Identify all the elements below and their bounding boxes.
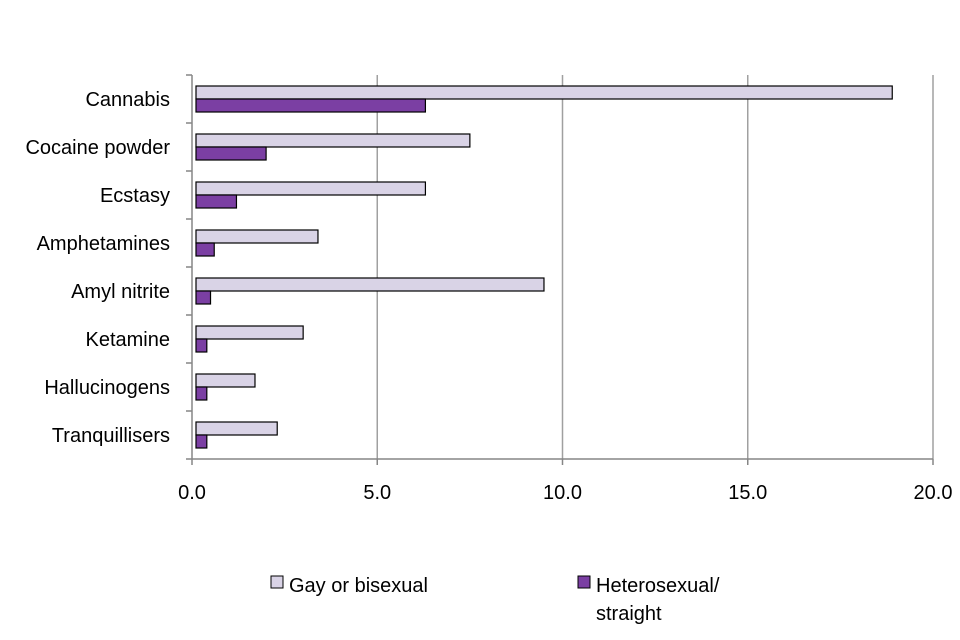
category-label-ketamine: Ketamine (86, 329, 171, 351)
x-tick-labels: 0.0 5.0 10.0 15.0 20.0 (178, 482, 952, 504)
bar-hallucinogens-heterosexual-straight (195, 386, 208, 401)
bar-tranquillisers-heterosexual-straight (195, 434, 208, 449)
legend: Gay or bisexual Heterosexual/ straight (270, 575, 720, 625)
bar-hallucinogens-gay-or-bisexual (195, 373, 256, 388)
category-label-amyl-nitrite: Amyl nitrite (71, 281, 170, 303)
x-tick-label-10-0: 10.0 (543, 482, 582, 504)
bar-cannabis-heterosexual-straight (195, 98, 427, 113)
bar-tranquillisers-gay-or-bisexual (195, 421, 278, 436)
category-label-cannabis: Cannabis (85, 89, 170, 111)
axes (186, 74, 934, 465)
bar-amyl-nitrite-heterosexual-straight (195, 290, 212, 305)
bar-cannabis-gay-or-bisexual (195, 85, 893, 100)
x-tick-label-5-0: 5.0 (363, 482, 391, 504)
bar-amphetamines-gay-or-bisexual (195, 229, 319, 244)
legend-item-heterosexual-straight: Heterosexual/ straight (577, 575, 720, 625)
x-tick-label-15-0: 15.0 (728, 482, 767, 504)
legend-label-heterosexual-line1: Heterosexual/ (596, 575, 720, 597)
legend-swatch-gay-or-bisexual (270, 575, 284, 589)
bars (195, 85, 893, 449)
bar-ketamine-heterosexual-straight (195, 338, 208, 353)
bar-amphetamines-heterosexual-straight (195, 242, 215, 257)
bar-amyl-nitrite-gay-or-bisexual (195, 277, 545, 292)
bar-ecstasy-gay-or-bisexual (195, 181, 427, 196)
category-labels: Cannabis Cocaine powder Ecstasy Amphetamine… (25, 89, 170, 447)
x-tick-label-0-0: 0.0 (178, 482, 206, 504)
category-label-amphetamines: Amphetamines (37, 233, 170, 255)
x-tick-label-20-0: 20.0 (914, 482, 953, 504)
gridlines (376, 75, 934, 459)
category-label-cocaine-powder: Cocaine powder (25, 137, 170, 159)
legend-label-gay-or-bisexual: Gay or bisexual (289, 575, 428, 597)
legend-item-gay-or-bisexual: Gay or bisexual (270, 575, 428, 597)
category-label-hallucinogens: Hallucinogens (44, 377, 170, 399)
bar-cocaine-powder-gay-or-bisexual (195, 133, 471, 148)
bar-ketamine-gay-or-bisexual (195, 325, 304, 340)
category-label-tranquillisers: Tranquillisers (52, 425, 170, 447)
legend-swatch-heterosexual-straight (577, 575, 591, 589)
category-label-ecstasy: Ecstasy (100, 185, 170, 207)
bar-cocaine-powder-heterosexual-straight (195, 146, 267, 161)
legend-label-heterosexual-line2: straight (596, 603, 662, 625)
bar-ecstasy-heterosexual-straight (195, 194, 238, 209)
